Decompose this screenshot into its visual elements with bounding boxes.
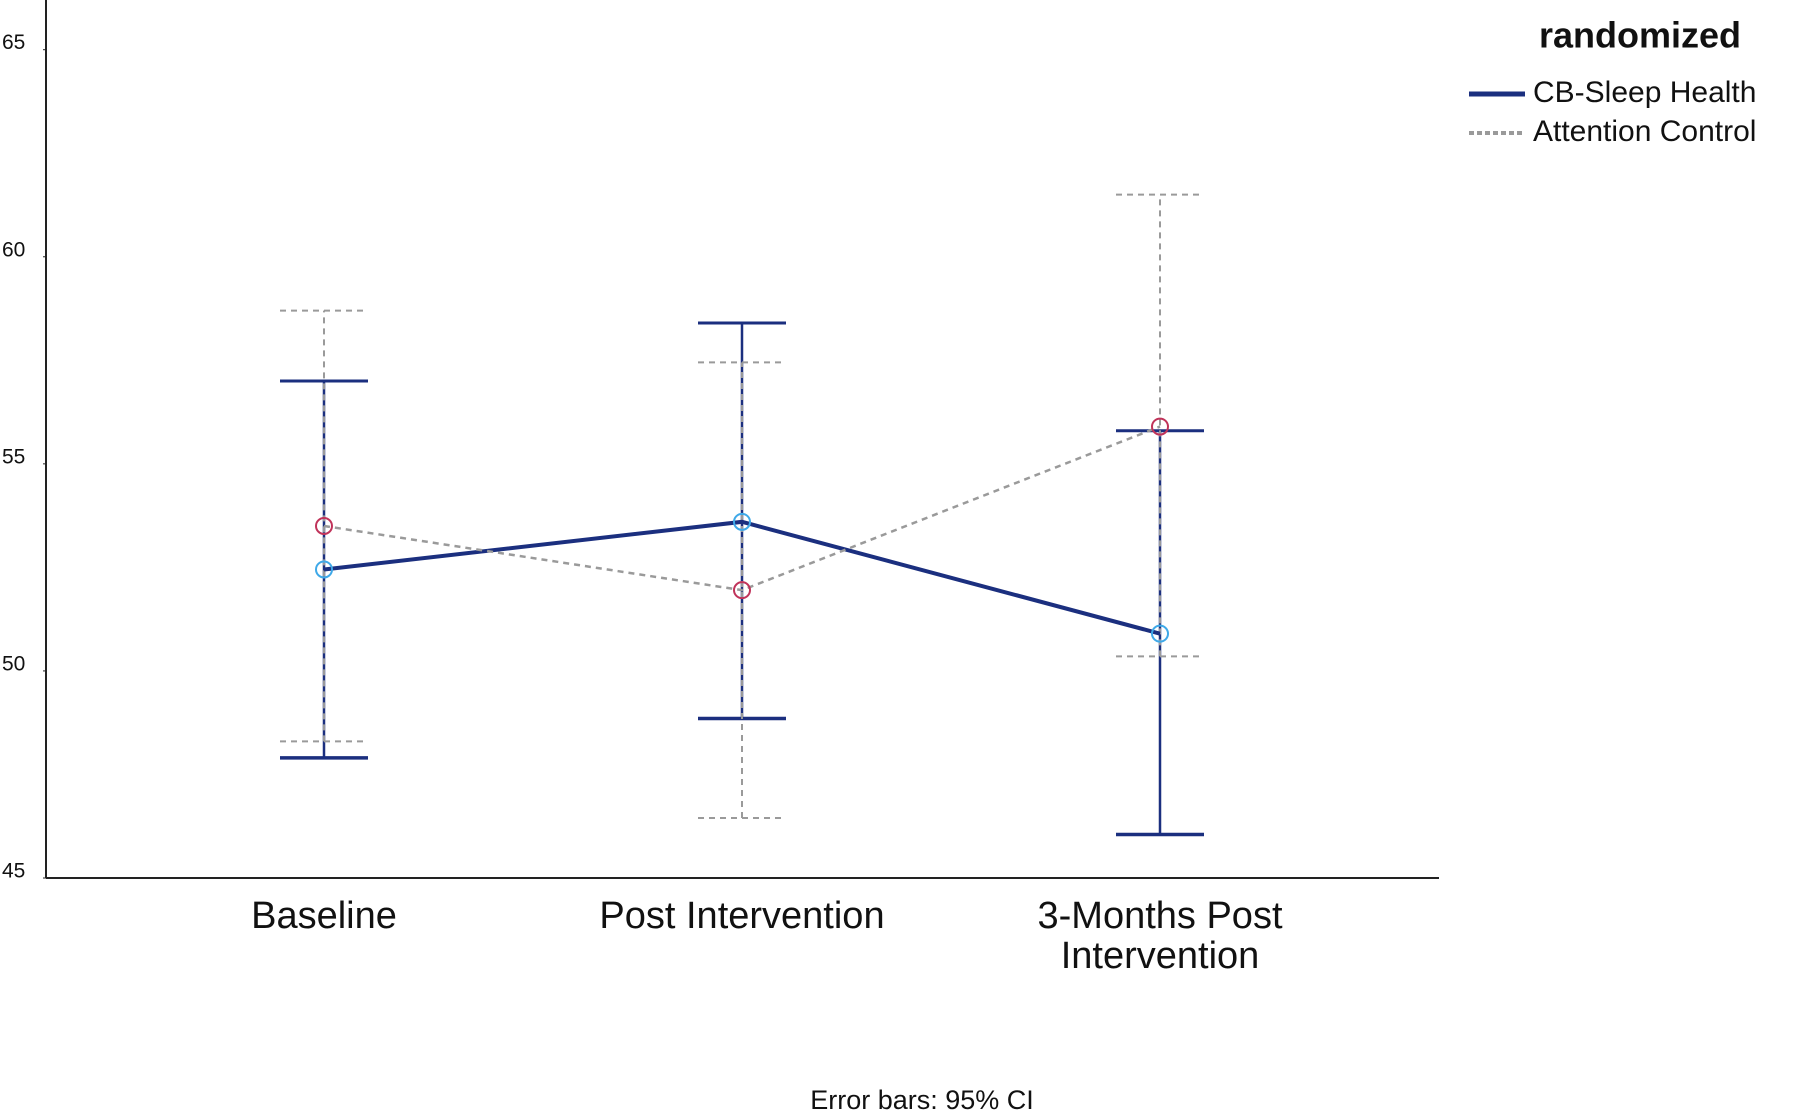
marker	[1151, 624, 1169, 643]
marker	[733, 512, 751, 531]
legend-label: Attention Control	[1533, 115, 1756, 148]
y-tick-label: 65	[2, 31, 25, 54]
marker	[315, 516, 333, 535]
x-tick-label: Post Intervention	[599, 895, 885, 937]
marker	[315, 560, 333, 579]
legend-label: CB-Sleep Health	[1533, 76, 1756, 109]
series-line	[323, 519, 1161, 636]
x-tick-label: 3-Months Post Intervention	[1037, 895, 1283, 977]
series-line	[323, 425, 1161, 592]
marker	[1151, 417, 1169, 436]
y-tick-label: 60	[2, 238, 25, 261]
y-tick-label: 55	[2, 445, 25, 468]
footnote: Error bars: 95% CI	[810, 1085, 1034, 1115]
y-tick-label: 50	[2, 652, 25, 675]
y-tick-label: 45	[2, 860, 25, 883]
x-tick-label: Baseline	[251, 895, 397, 937]
marker	[733, 581, 751, 600]
legend-title: randomized	[1539, 15, 1741, 56]
